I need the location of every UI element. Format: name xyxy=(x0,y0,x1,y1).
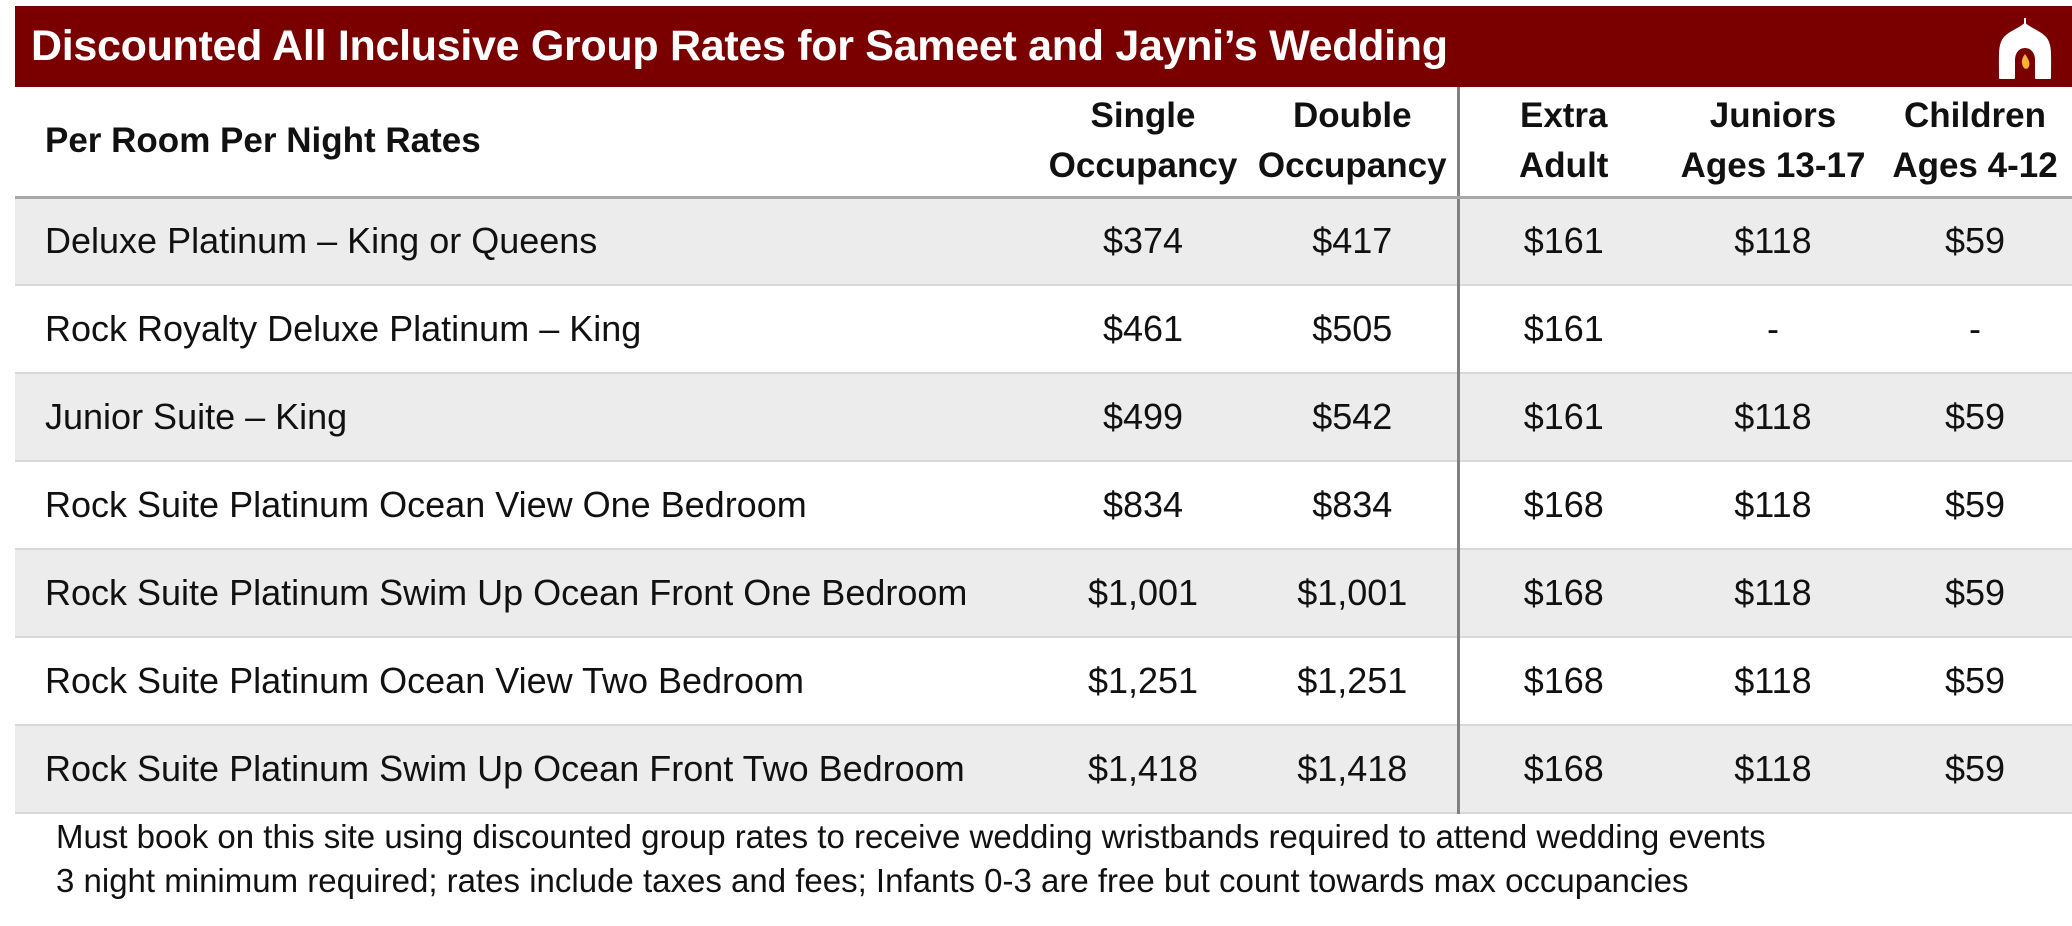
extra-adult-rate-cell: $161 xyxy=(1456,373,1668,462)
palace-arch-flame-icon xyxy=(1998,18,2052,79)
double-rate-cell: $542 xyxy=(1248,373,1458,462)
extra-adult-rate-cell: $168 xyxy=(1456,549,1668,638)
page-title: Discounted All Inclusive Group Rates for… xyxy=(31,22,1448,70)
children-rate-cell: - xyxy=(1878,285,2072,374)
double-rate-cell: $1,418 xyxy=(1248,725,1458,814)
single-rate-cell: $461 xyxy=(1038,285,1248,374)
juniors-rate-cell: $118 xyxy=(1668,725,1878,814)
children-rate-cell: $59 xyxy=(1878,461,2072,550)
double-rate-cell: $1,251 xyxy=(1248,637,1458,726)
extra-adult-rate-cell: $161 xyxy=(1456,285,1668,374)
children-rate-cell: $59 xyxy=(1878,549,2072,638)
room-name-cell: Rock Suite Platinum Ocean View One Bedro… xyxy=(15,461,1038,550)
header-room: Per Room Per Night Rates xyxy=(15,87,1038,199)
children-rate-cell: $59 xyxy=(1878,197,2072,286)
single-rate-cell: $374 xyxy=(1038,197,1248,286)
juniors-rate-cell: $118 xyxy=(1668,461,1878,550)
single-rate-cell: $1,251 xyxy=(1038,637,1248,726)
room-name-cell: Rock Royalty Deluxe Platinum – King xyxy=(15,285,1038,374)
table-row: Rock Royalty Deluxe Platinum – King $461… xyxy=(15,285,2072,374)
children-rate-cell: $59 xyxy=(1878,725,2072,814)
footnote-wristbands: Must book on this site using discounted … xyxy=(56,818,1766,855)
single-rate-cell: $1,001 xyxy=(1038,549,1248,638)
header-juniors: Juniors Ages 13-17 xyxy=(1668,87,1878,199)
header-double: Double Occupancy xyxy=(1248,87,1458,199)
table-row: Rock Suite Platinum Ocean View Two Bedro… xyxy=(15,637,2072,726)
header-single: Single Occupancy xyxy=(1038,87,1248,199)
room-name-cell: Rock Suite Platinum Ocean View Two Bedro… xyxy=(15,637,1038,726)
double-rate-cell: $505 xyxy=(1248,285,1458,374)
extra-adult-rate-cell: $168 xyxy=(1456,461,1668,550)
room-name-cell: Junior Suite – King xyxy=(15,373,1038,462)
juniors-rate-cell: $118 xyxy=(1668,197,1878,286)
room-name-cell: Deluxe Platinum – King or Queens xyxy=(15,197,1038,286)
extra-adult-rate-cell: $161 xyxy=(1456,197,1668,286)
rates-table: Per Room Per Night Rates Single Occupancy… xyxy=(15,87,2072,814)
single-rate-cell: $499 xyxy=(1038,373,1248,462)
header-row: Per Room Per Night Rates Single Occupancy… xyxy=(15,87,2072,199)
table-row: Rock Suite Platinum Swim Up Ocean Front … xyxy=(15,549,2072,638)
children-rate-cell: $59 xyxy=(1878,637,2072,726)
single-rate-cell: $1,418 xyxy=(1038,725,1248,814)
header-extra-adult: Extra Adult xyxy=(1456,87,1668,199)
room-name-cell: Rock Suite Platinum Swim Up Ocean Front … xyxy=(15,725,1038,814)
extra-adult-rate-cell: $168 xyxy=(1456,637,1668,726)
room-name-cell: Rock Suite Platinum Swim Up Ocean Front … xyxy=(15,549,1038,638)
header-children: Children Ages 4-12 xyxy=(1878,87,2072,199)
footnote-minimum-stay: 3 night minimum required; rates include … xyxy=(56,862,1689,899)
children-rate-cell: $59 xyxy=(1878,373,2072,462)
title-banner: Discounted All Inclusive Group Rates for… xyxy=(15,6,2072,87)
double-rate-cell: $417 xyxy=(1248,197,1458,286)
double-rate-cell: $1,001 xyxy=(1248,549,1458,638)
table-row: Rock Suite Platinum Ocean View One Bedro… xyxy=(15,461,2072,550)
table-row: Rock Suite Platinum Swim Up Ocean Front … xyxy=(15,725,2072,814)
juniors-rate-cell: - xyxy=(1668,285,1878,374)
juniors-rate-cell: $118 xyxy=(1668,373,1878,462)
extra-adult-rate-cell: $168 xyxy=(1456,725,1668,814)
table-row: Junior Suite – King $499 $542 $161 $118 … xyxy=(15,373,2072,462)
footnotes: Must book on this site using discounted … xyxy=(56,815,2056,903)
single-rate-cell: $834 xyxy=(1038,461,1248,550)
table-row: Deluxe Platinum – King or Queens $374 $4… xyxy=(15,197,2072,286)
double-rate-cell: $834 xyxy=(1248,461,1458,550)
juniors-rate-cell: $118 xyxy=(1668,637,1878,726)
juniors-rate-cell: $118 xyxy=(1668,549,1878,638)
